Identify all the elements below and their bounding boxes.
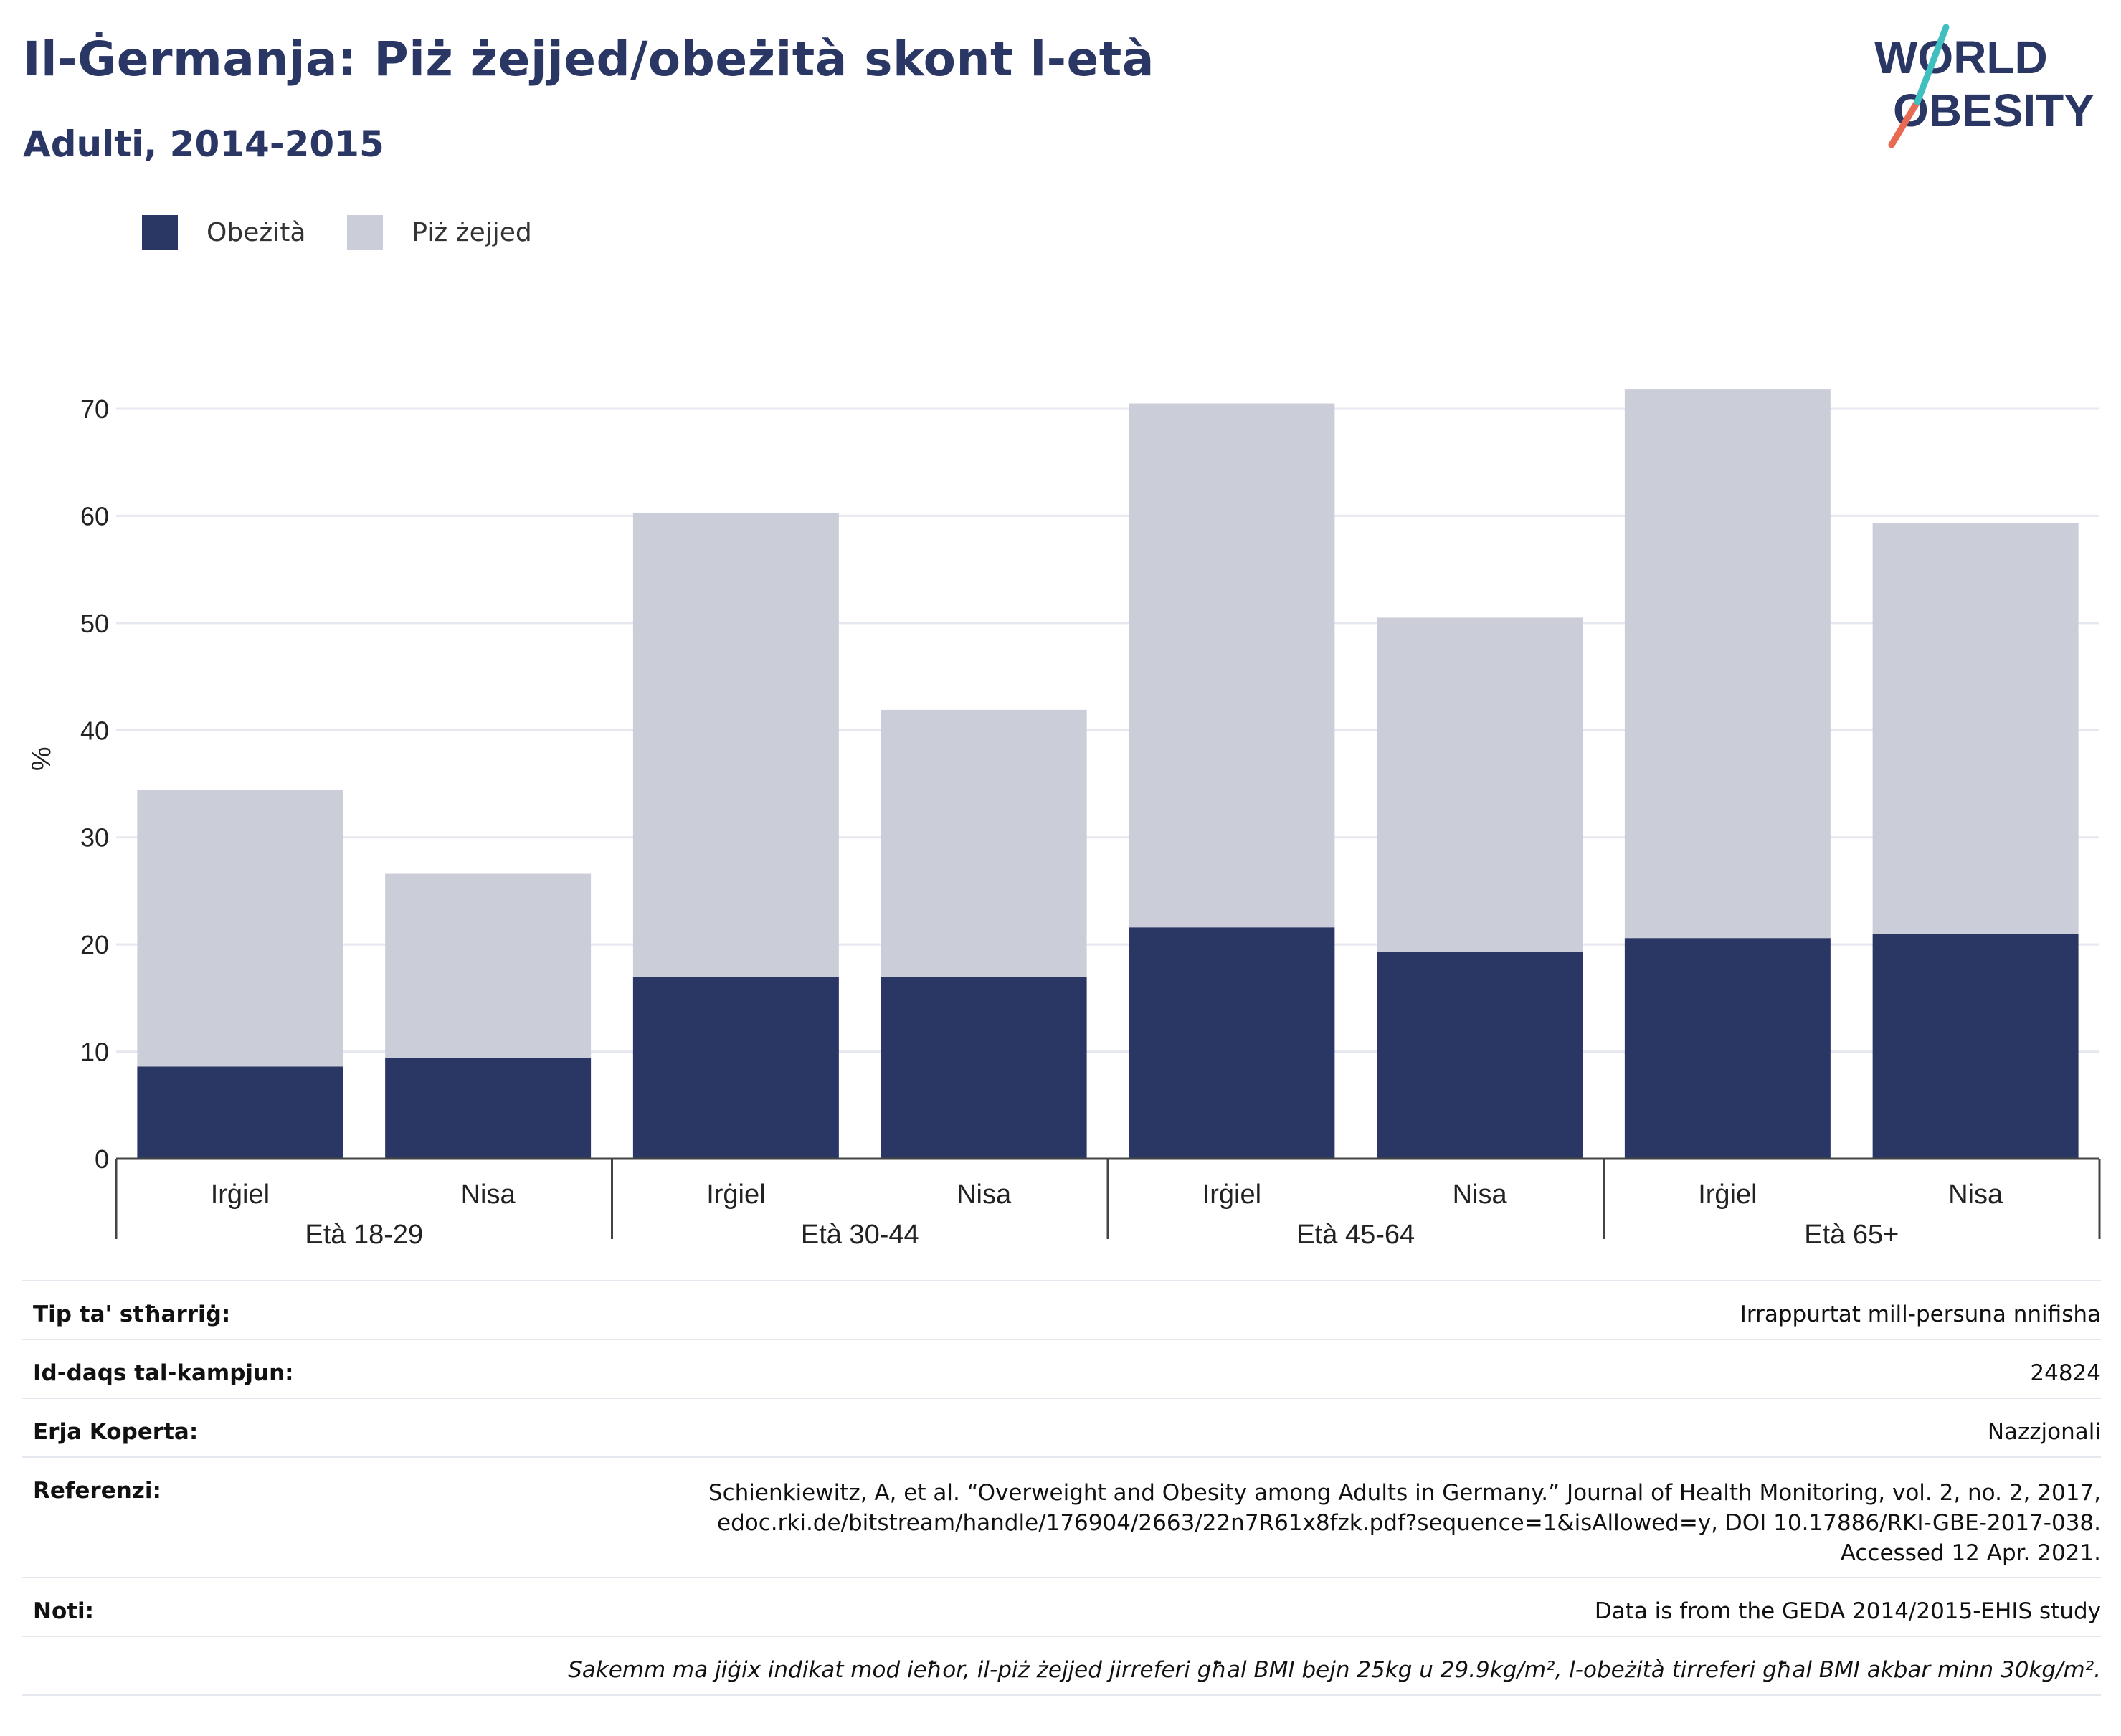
y-tick-label: 0	[95, 1144, 109, 1174]
y-tick-label: 30	[80, 823, 109, 853]
chart-subtitle: Adulti, 2014-2015	[23, 123, 384, 165]
group-label: Età 30-44	[801, 1220, 919, 1250]
sample-size-value: 24824	[2030, 1360, 2101, 1386]
bar-obesity	[137, 1066, 343, 1159]
coverage-label: Erja Koperta:	[33, 1419, 199, 1445]
bar-obesity	[1377, 952, 1583, 1159]
chart-title: Il-Ġermanja: Piż żejjed/obeżità skont l-…	[23, 32, 1154, 87]
bar-overweight	[385, 873, 592, 1058]
y-tick-label: 60	[80, 501, 109, 531]
reference-line-3: Accessed 12 Apr. 2021.	[1840, 1540, 2101, 1566]
references-value: Schienkiewitz, A, et al. “Overweight and…	[708, 1458, 2101, 1577]
bar-overweight	[1129, 403, 1335, 928]
bar-obesity	[632, 976, 839, 1159]
legend-label-obesity: Obeżità	[207, 217, 306, 247]
x-tick-label: Irġiel	[706, 1180, 765, 1210]
y-tick-label: 40	[80, 716, 109, 745]
group-label: Età 18-29	[305, 1220, 423, 1250]
info-row-survey-type: Tip ta' stħarriġ: Irrappurtat mill-persu…	[22, 1280, 2101, 1339]
bar-obesity	[881, 976, 1087, 1159]
bar-overweight	[632, 512, 839, 977]
info-row-notes: Noti: Data is from the GEDA 2014/2015-EH…	[22, 1577, 2101, 1636]
x-tick-label: Nisa	[461, 1180, 516, 1210]
y-tick-label: 20	[80, 930, 109, 959]
x-tick-label: Nisa	[957, 1180, 1012, 1210]
legend-item-obesity: Obeżità	[142, 215, 305, 250]
y-axis-label: %	[27, 746, 57, 771]
bar-overweight	[1872, 523, 2079, 934]
y-tick-label: 10	[80, 1038, 109, 1067]
notes-value: Data is from the GEDA 2014/2015-EHIS stu…	[1594, 1598, 2101, 1624]
world-obesity-logo: WORLD OBESITY	[1874, 24, 2094, 148]
y-tick-label: 70	[80, 394, 109, 424]
bar-obesity	[1129, 927, 1335, 1159]
stacked-bar-chart: 0 10 20 30 40 50 60 70% Irġiel Nisa Irġiel Nisa Irġi…	[27, 389, 2101, 1250]
info-row-footnote: Sakemm ma jiġix indikat mod ieħor, il-pi…	[22, 1636, 2101, 1696]
logo-line2: OBESITY	[1893, 85, 2094, 136]
legend: Obeżità Piż żejjed	[142, 215, 574, 250]
sample-size-label: Id-daqs tal-kampjun:	[33, 1360, 294, 1386]
x-tick-label: Irġiel	[1698, 1180, 1757, 1210]
bar-obesity	[1872, 934, 2079, 1159]
bar-overweight	[1377, 617, 1583, 952]
x-tick-label: Irġiel	[1202, 1180, 1261, 1210]
x-tick-label: Nisa	[1453, 1180, 1508, 1210]
legend-label-overweight: Piż żejjed	[412, 217, 532, 247]
survey-type-value: Irrappurtat mill-persuna nnifisha	[1740, 1301, 2101, 1327]
group-label: Età 45-64	[1296, 1220, 1415, 1250]
references-label: Referenzi:	[33, 1478, 161, 1504]
reference-line-1: Schienkiewitz, A, et al. “Overweight and…	[708, 1480, 2101, 1506]
legend-swatch-overweight	[347, 215, 384, 250]
legend-item-overweight: Piż żejjed	[347, 215, 532, 250]
bar-overweight	[881, 709, 1087, 977]
group-label: Età 65+	[1804, 1220, 1899, 1250]
coverage-value: Nazzjonali	[1987, 1419, 2101, 1445]
bar-overweight	[137, 789, 343, 1067]
y-tick-label: 50	[80, 609, 109, 638]
x-tick-label: Irġiel	[211, 1180, 270, 1210]
footnote: Sakemm ma jiġix indikat mod ieħor, il-pi…	[568, 1657, 2101, 1683]
logo-line1: WORLD	[1874, 32, 2048, 83]
reference-line-2: edoc.rki.de/bitstream/handle/176904/2663…	[717, 1510, 2101, 1536]
info-row-references: Referenzi: Schienkiewitz, A, et al. “Ove…	[22, 1456, 2101, 1577]
bar-obesity	[385, 1058, 592, 1159]
survey-info-table: Tip ta' stħarriġ: Irrappurtat mill-persu…	[22, 1280, 2101, 1696]
bar-obesity	[1624, 938, 1831, 1159]
survey-type-label: Tip ta' stħarriġ:	[33, 1301, 231, 1327]
x-tick-label: Nisa	[1948, 1180, 2003, 1210]
legend-swatch-obesity	[142, 215, 178, 250]
notes-label: Noti:	[33, 1598, 95, 1624]
info-row-coverage: Erja Koperta: Nazzjonali	[22, 1398, 2101, 1456]
info-row-sample-size: Id-daqs tal-kampjun: 24824	[22, 1339, 2101, 1398]
bar-overweight	[1624, 389, 1831, 939]
